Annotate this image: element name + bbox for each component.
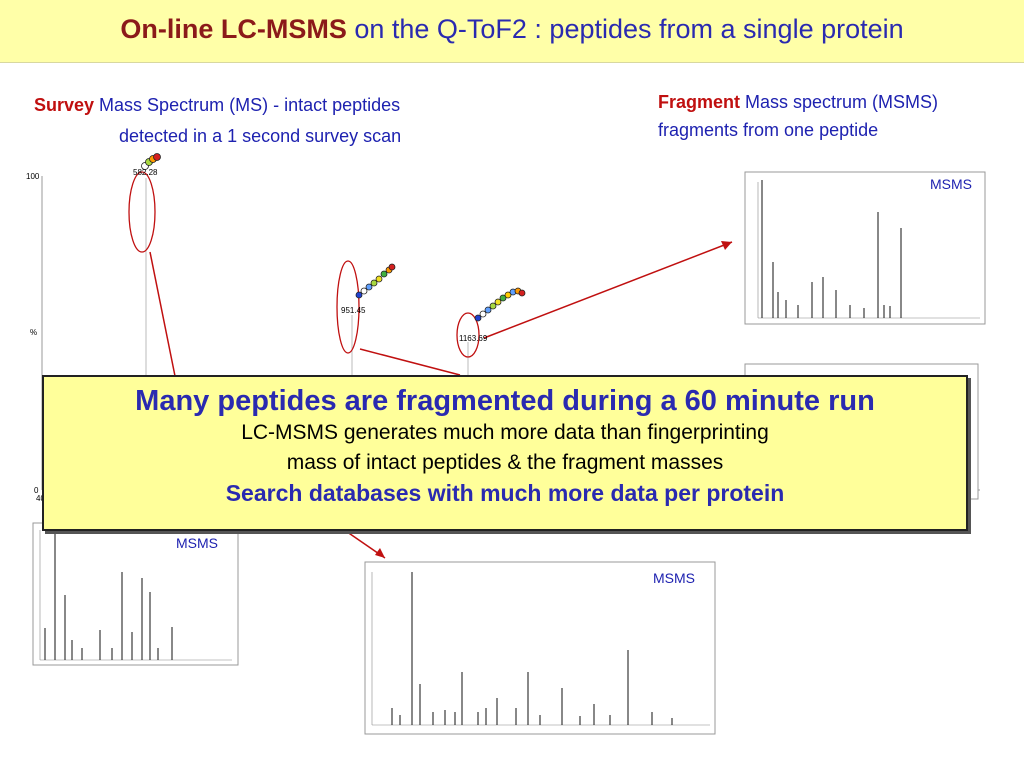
survey-y-unit: % [30,328,38,337]
msms-tag-top-right: MSMS [930,176,972,192]
survey-label-line2: detected in a 1 second survey scan [119,126,402,146]
peak-label-3: 1163.69 [459,334,488,343]
msms-tag-bottom-left: MSMS [176,535,218,551]
page-title: On-line LC-MSMS on the Q-ToF2 : peptides… [120,14,904,44]
callout-line-4: Search databases with much more data per… [225,480,785,506]
callout-heading: Many peptides are fragmented during a 60… [135,385,875,417]
survey-x-min: 40 [36,494,45,503]
survey-label: Survey Mass Spectrum (MS) - intact pepti… [34,95,401,115]
callout-line-2: LC-MSMS generates much more data than fi… [241,421,769,444]
callout-line-3: mass of intact peptides & the fragment m… [286,451,724,474]
fragment-label-line2: fragments from one peptide [658,120,879,140]
survey-y-max: 100 [26,172,40,181]
fragment-label: Fragment Mass spectrum (MSMS) [658,92,939,112]
peak-label-2: 951.45 [341,306,366,315]
msms-tag-bottom-center: MSMS [653,570,695,586]
title-bar: On-line LC-MSMS on the Q-ToF2 : peptides… [0,0,1024,63]
peak-label-1: 582.28 [133,168,158,177]
survey-y-min: 0 [34,486,39,495]
summary-callout: Many peptides are fragmented during a 60… [42,375,968,531]
